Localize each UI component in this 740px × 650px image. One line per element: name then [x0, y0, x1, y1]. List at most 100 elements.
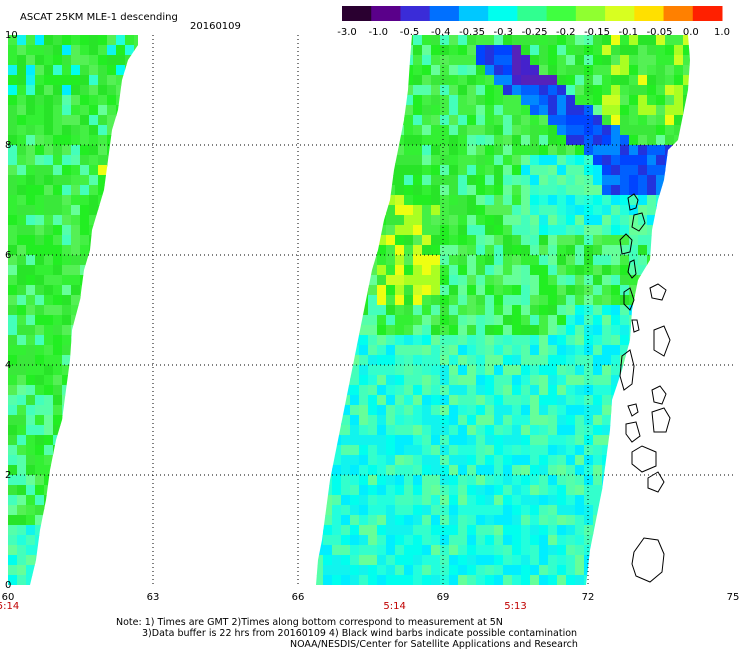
wind-cell: [629, 285, 639, 296]
wind-cell: [413, 495, 423, 506]
colorbar-label: -1.0: [369, 27, 389, 38]
wind-cell: [71, 355, 81, 366]
wind-cell: [584, 295, 594, 306]
wind-cell: [53, 205, 63, 216]
wind-cell: [503, 205, 513, 216]
wind-cell: [413, 405, 423, 416]
wind-cell: [467, 465, 477, 476]
wind-cell: [413, 465, 423, 476]
wind-cell: [593, 165, 603, 176]
wind-cell: [485, 515, 495, 526]
wind-cell: [368, 355, 378, 366]
wind-cell: [44, 445, 54, 456]
wind-cell: [44, 95, 54, 106]
island-outline: [631, 537, 665, 583]
wind-cell: [422, 445, 432, 456]
wind-cell: [26, 525, 36, 536]
wind-cell: [395, 225, 405, 236]
wind-cell: [539, 545, 549, 556]
wind-cell: [35, 325, 45, 336]
wind-cell: [422, 155, 432, 166]
wind-cell: [359, 35, 369, 46]
wind-cell: [422, 565, 432, 576]
wind-cell: [512, 395, 522, 406]
wind-cell: [566, 385, 576, 396]
wind-cell: [494, 35, 504, 46]
wind-cell: [485, 225, 495, 236]
wind-cell: [107, 245, 117, 256]
wind-cell: [341, 205, 351, 216]
wind-cell: [359, 375, 369, 386]
wind-cell: [620, 95, 630, 106]
wind-cell: [575, 535, 585, 546]
wind-cell: [611, 335, 621, 346]
wind-cell: [316, 155, 324, 166]
wind-cell: [584, 315, 594, 326]
wind-cell: [368, 465, 378, 476]
wind-cell: [395, 275, 405, 286]
wind-cell: [341, 235, 351, 246]
wind-cell: [413, 165, 423, 176]
wind-cell: [125, 155, 135, 166]
wind-cell: [665, 185, 675, 196]
wind-cell: [422, 105, 432, 116]
wind-cell: [350, 465, 360, 476]
wind-cell: [89, 515, 99, 526]
wind-cell: [512, 345, 522, 356]
wind-cell: [467, 325, 477, 336]
wind-cell: [485, 345, 495, 356]
wind-cell: [530, 375, 540, 386]
wind-cell: [316, 255, 324, 266]
wind-cell: [674, 325, 684, 336]
wind-cell: [566, 145, 576, 156]
wind-cell: [539, 95, 549, 106]
wind-cell: [566, 395, 576, 406]
wind-cell: [440, 205, 450, 216]
wind-cell: [629, 535, 639, 546]
wind-cell: [530, 415, 540, 426]
wind-cell: [674, 425, 684, 436]
wind-cell: [332, 215, 342, 226]
wind-cell: [557, 555, 567, 566]
wind-cell: [53, 395, 63, 406]
wind-cell: [674, 155, 684, 166]
wind-cell: [422, 435, 432, 446]
wind-cell: [548, 435, 558, 446]
wind-cell: [413, 105, 423, 116]
wind-cell: [80, 175, 90, 186]
wind-cell: [62, 105, 72, 116]
wind-cell: [98, 215, 108, 226]
wind-cell: [611, 535, 621, 546]
wind-cell: [674, 415, 684, 426]
wind-cell: [98, 175, 108, 186]
wind-cell: [548, 445, 558, 456]
wind-cell: [8, 375, 18, 386]
wind-cell: [125, 335, 135, 346]
wind-cell: [575, 525, 585, 536]
wind-cell: [71, 145, 81, 156]
wind-cell: [422, 485, 432, 496]
wind-cell: [125, 225, 135, 236]
wind-cell: [431, 75, 441, 86]
wind-cell: [422, 405, 432, 416]
wind-cell: [593, 265, 603, 276]
wind-cell: [125, 255, 135, 266]
wind-cell: [656, 465, 666, 476]
wind-cell: [665, 125, 675, 136]
wind-cell: [323, 65, 333, 76]
wind-cell: [440, 145, 450, 156]
wind-cell: [593, 65, 603, 76]
wind-cell: [80, 355, 90, 366]
wind-cell: [494, 395, 504, 406]
wind-cell: [521, 225, 531, 236]
wind-cell: [89, 95, 99, 106]
wind-cell: [413, 545, 423, 556]
wind-cell: [503, 565, 513, 576]
wind-cell: [26, 565, 36, 576]
wind-cell: [539, 495, 549, 506]
wind-cell: [413, 385, 423, 396]
wind-cell: [467, 545, 477, 556]
wind-cell: [341, 165, 351, 176]
wind-cell: [332, 345, 342, 356]
wind-cell: [332, 235, 342, 246]
